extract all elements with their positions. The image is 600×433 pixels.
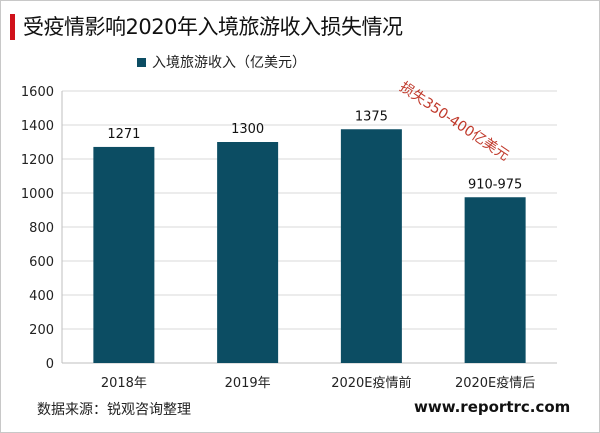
y-tick-label: 200 [29,323,54,338]
chart-title: 受疫情影响2020年入境旅游收入损失情况 [23,15,403,39]
data-label: 1300 [231,122,264,137]
data-label: 1375 [355,109,388,124]
data-label: 1271 [107,127,140,142]
x-tick-label: 2019年 [225,376,271,391]
x-tick-label: 2018年 [101,376,147,391]
source-note: 数据来源：锐观咨询整理 [37,402,191,418]
y-tick-label: 1200 [21,153,54,168]
x-tick-label: 2020E疫情后 [455,375,535,391]
y-tick-label: 600 [29,255,54,270]
y-tick-label: 0 [46,357,54,372]
bar [464,197,526,363]
title-accent-bar [10,14,15,40]
website-label: www.reportrc.com [414,398,571,416]
bar [340,129,402,363]
x-tick-label: 2020E疫情前 [331,375,411,391]
legend-label: 入境旅游收入（亿美元） [152,55,306,71]
y-tick-label: 400 [29,289,54,304]
y-tick-label: 1600 [21,85,54,100]
legend-swatch [137,57,146,67]
legend: 入境旅游收入（亿美元） [137,52,306,72]
data-label: 910-975 [468,177,522,192]
loss-annotation: 损失350-400亿美元 [396,79,511,164]
bar [217,142,279,363]
y-tick-label: 1400 [21,119,54,134]
bar [93,146,155,363]
y-tick-label: 800 [29,221,54,236]
y-tick-label: 1000 [21,187,54,202]
